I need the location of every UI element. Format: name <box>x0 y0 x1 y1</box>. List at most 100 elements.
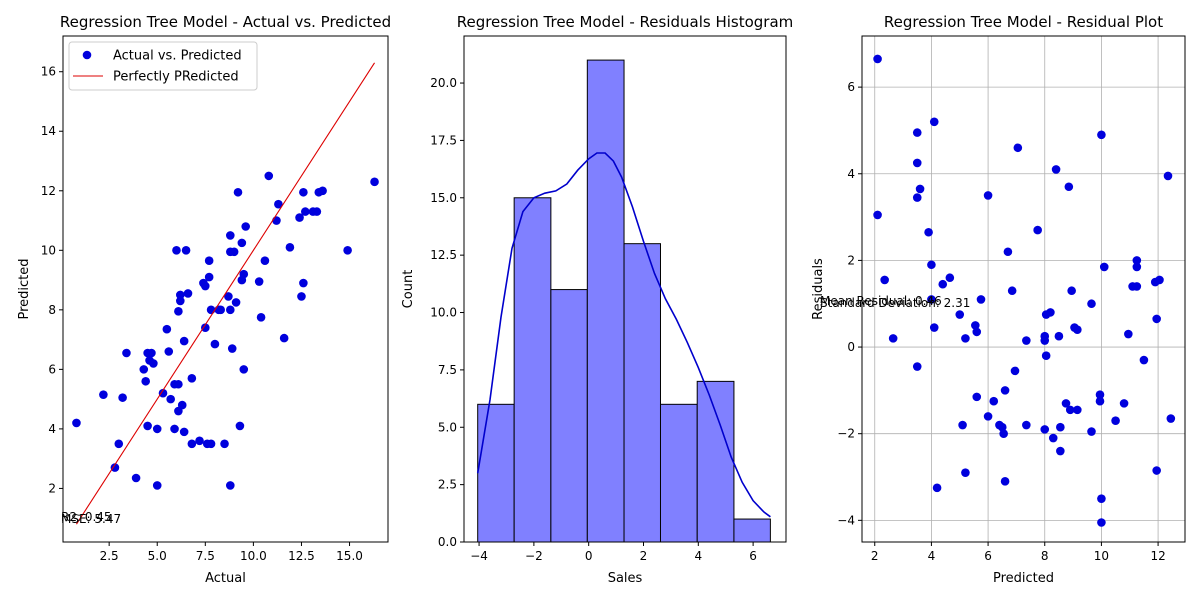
data-point <box>983 191 993 200</box>
y-tick-label: 15.0 <box>430 191 457 205</box>
data-point <box>141 376 150 386</box>
histogram-bar <box>659 403 698 543</box>
x-tick-label: 10.0 <box>240 549 267 563</box>
data-point <box>1155 275 1164 285</box>
data-point <box>1041 351 1051 361</box>
data-point <box>166 394 175 404</box>
data-point <box>1056 422 1065 432</box>
data-point <box>1152 466 1161 475</box>
data-point <box>226 305 235 315</box>
data-point <box>179 336 189 346</box>
data-point <box>1152 314 1161 324</box>
data-point <box>1132 282 1142 291</box>
data-point <box>206 439 216 449</box>
data-point <box>229 247 239 257</box>
data-point <box>888 334 898 343</box>
data-point <box>231 298 241 307</box>
data-point <box>195 436 204 446</box>
data-point <box>1132 262 1142 272</box>
x-tick-label: 6 <box>984 549 992 563</box>
data-point <box>139 365 149 374</box>
legend-label-scatter: Actual vs. Predicted <box>113 49 242 64</box>
data-point <box>1166 414 1176 423</box>
y-axis-label: Predicted <box>17 258 32 319</box>
data-point <box>912 193 922 202</box>
chart-title: Regression Tree Model - Actual vs. Predi… <box>60 13 391 31</box>
data-point <box>1054 331 1064 341</box>
y-tick-label: 16 <box>41 65 56 79</box>
data-point <box>1065 405 1075 415</box>
data-point <box>149 359 158 368</box>
data-point <box>239 365 249 374</box>
data-point <box>204 272 214 282</box>
data-point <box>174 379 183 389</box>
data-point <box>201 281 210 291</box>
data-point <box>233 187 243 197</box>
data-point <box>370 177 379 187</box>
data-point <box>958 420 967 430</box>
y-tick-label: 4 <box>48 422 56 436</box>
data-point <box>172 246 181 255</box>
data-point <box>99 390 108 399</box>
y-axis-label: Count <box>401 270 416 309</box>
data-point <box>1022 420 1031 430</box>
data-point <box>1111 416 1120 425</box>
data-point <box>226 481 235 490</box>
data-point <box>1046 308 1055 317</box>
data-point <box>216 305 225 315</box>
data-point <box>210 339 220 349</box>
histogram-bar <box>696 380 735 543</box>
axes-frame <box>463 35 787 543</box>
y-tick-label: 10.0 <box>430 306 457 320</box>
data-point <box>1056 446 1065 456</box>
data-point <box>1067 286 1076 296</box>
data-point <box>237 238 247 248</box>
data-point <box>301 207 310 216</box>
data-point <box>285 243 295 252</box>
data-point <box>976 295 986 304</box>
data-point <box>1099 262 1109 272</box>
annotation-mean-residual: Mean Residual: 0.46 <box>820 294 942 308</box>
y-tick-label: −2 <box>837 427 855 441</box>
x-tick-label: −4 <box>470 549 488 563</box>
chart-title: Regression Tree Model - Residual Plot <box>884 13 1163 31</box>
x-tick-label: 10 <box>1094 549 1109 563</box>
data-point <box>1003 247 1013 257</box>
x-axis-label: Predicted <box>993 571 1054 586</box>
data-point <box>256 312 266 322</box>
data-point <box>1073 325 1082 335</box>
data-point <box>152 481 162 490</box>
data-point <box>343 246 352 255</box>
data-point <box>961 334 970 343</box>
data-point <box>176 296 185 306</box>
data-point <box>1163 171 1173 181</box>
data-point <box>312 207 322 216</box>
y-tick-label: 2 <box>847 253 855 267</box>
data-point <box>1087 299 1096 309</box>
axes-frame <box>62 35 389 543</box>
x-tick-label: 12.5 <box>288 549 315 563</box>
data-point <box>1064 182 1074 192</box>
data-point <box>201 323 210 332</box>
data-point <box>927 295 936 304</box>
y-tick-label: 6 <box>847 80 855 94</box>
x-axis-label: Sales <box>608 571 643 586</box>
data-point <box>183 289 193 298</box>
x-tick-label: 2 <box>640 549 648 563</box>
data-point <box>224 292 233 301</box>
data-point <box>1040 425 1050 434</box>
y-tick-label: 2 <box>48 481 56 495</box>
data-point <box>873 54 882 64</box>
data-point <box>118 393 127 402</box>
data-point <box>983 412 993 421</box>
data-point <box>1048 433 1058 443</box>
data-point <box>297 292 306 301</box>
chart-title: Regression Tree Model - Residuals Histog… <box>457 13 794 31</box>
data-point <box>972 327 982 337</box>
perfect-prediction-line <box>75 62 376 525</box>
kde-curve <box>476 152 771 518</box>
data-point <box>174 307 183 316</box>
data-point <box>915 184 925 194</box>
y-tick-label: −4 <box>837 513 855 527</box>
data-point <box>122 348 131 358</box>
